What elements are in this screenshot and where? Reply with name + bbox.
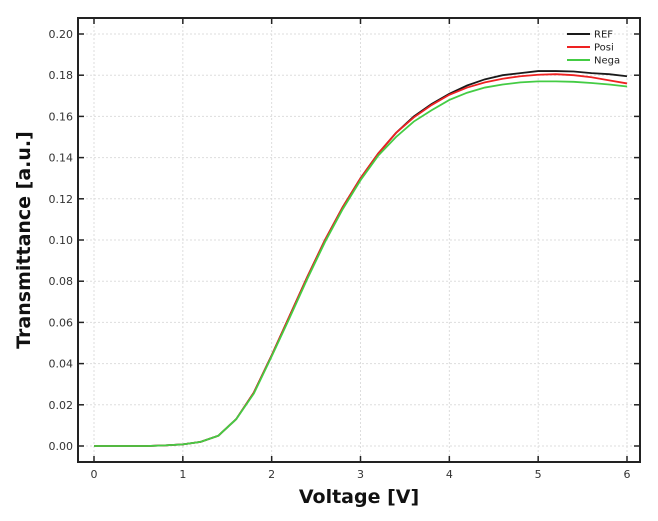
legend: REF Posi Nega [567,30,620,67]
x-tick-label: 3 [357,468,364,481]
y-tick-label: 0.16 [49,110,74,123]
y-tick-label: 0.10 [49,234,74,247]
x-tick-label: 6 [624,468,631,481]
x-tick-label: 5 [535,468,542,481]
series-line-nega [94,80,628,447]
y-tick-label: 0.02 [49,399,74,412]
x-axis-label: Voltage [V] [299,486,419,508]
series-lines [94,70,628,447]
legend-label-ref: REF [594,30,613,41]
x-tick-label: 2 [268,468,275,481]
y-tick-label: 0.00 [49,440,74,453]
plot-frame [77,17,641,463]
x-tick-label: 4 [446,468,453,481]
y-tick-label: 0.08 [49,275,74,288]
y-tick-label: 0.06 [49,316,74,329]
legend-label-nega: Nega [594,56,620,67]
x-tick-label: 1 [179,468,186,481]
y-tick-label: 0.04 [49,358,74,371]
y-tick-label: 0.20 [49,28,74,41]
y-tick-label: 0.14 [49,152,74,165]
legend-label-posi: Posi [594,43,614,54]
y-tick-label: 0.18 [49,69,74,82]
x-tick-label: 0 [91,468,98,481]
grid [78,18,640,462]
y-axis-label: Transmittance [a.u.] [13,131,35,349]
ticks: 0 1 2 3 4 5 6 0.00 0.02 0.04 0.06 0.08 0.10 0.12 0.14 0… [49,18,640,481]
y-tick-label: 0.12 [49,193,74,206]
